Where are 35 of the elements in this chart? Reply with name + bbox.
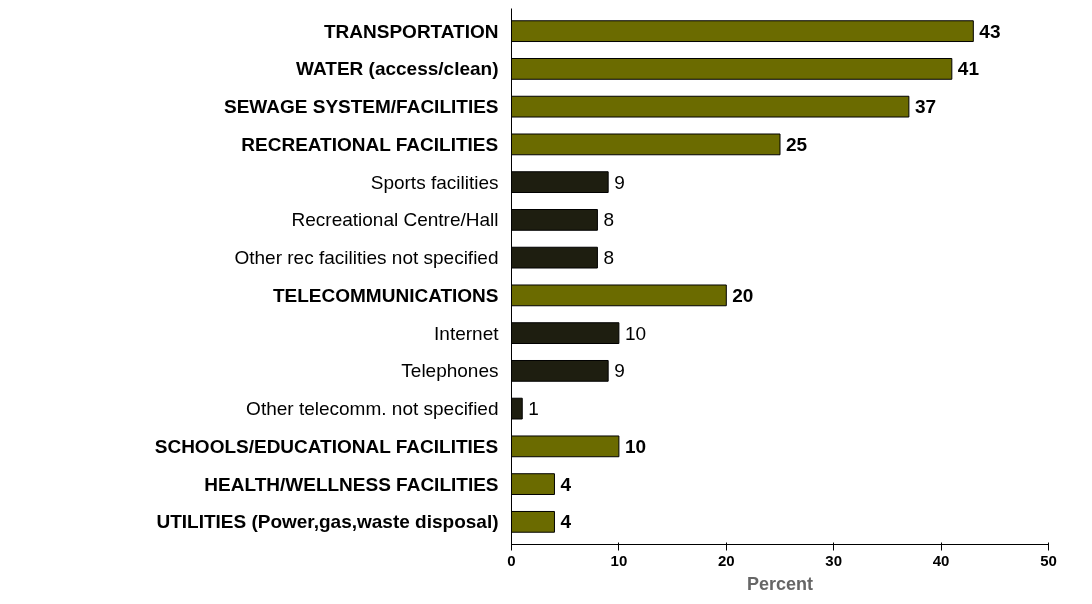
x-tick-label: 30 [825, 551, 843, 569]
data-label: 20 [732, 284, 754, 306]
data-label: 10 [624, 322, 647, 344]
y-tick-label: UTILITIES (Power,gas,waste disposal) [156, 511, 499, 533]
y-tick-label: Internet [434, 322, 500, 344]
data-label: 25 [786, 133, 808, 155]
y-tick-label: WATER (access/clean) [296, 58, 499, 80]
data-label: 8 [603, 209, 614, 231]
data-label: 9 [614, 360, 625, 382]
x-tick-label: 10 [610, 551, 628, 569]
y-tick-label: Sports facilities [370, 171, 499, 193]
y-tick-label: TELECOMMUNICATIONS [272, 284, 499, 306]
y-tick-label: Other telecomm. not specified [246, 398, 499, 420]
data-label: 10 [624, 435, 647, 457]
y-tick-label: HEALTH/WELLNESS FACILITIES [204, 473, 499, 495]
x-tick-label: 20 [717, 551, 735, 569]
y-tick-label: TRANSPORTATION [323, 20, 499, 42]
data-label: 41 [957, 58, 980, 80]
data-label: 1 [528, 398, 539, 420]
data-label: 4 [560, 473, 572, 495]
y-tick-label: Telephones [401, 360, 499, 382]
y-tick-label: Recreational Centre/Hall [291, 209, 499, 231]
x-tick-label: 0 [507, 551, 516, 569]
data-label: 4 [560, 511, 572, 533]
data-label: 9 [614, 171, 625, 193]
y-tick-label: Other rec facilities not specified [234, 247, 499, 269]
x-tick-label: 40 [932, 551, 950, 569]
y-tick-label: SCHOOLS/EDUCATIONAL FACILITIES [154, 435, 499, 457]
x-tick-label: 50 [1040, 551, 1057, 569]
x-axis-title: Percent [746, 573, 814, 594]
y-tick-label: RECREATIONAL FACILITIES [241, 133, 499, 155]
data-label: 43 [979, 20, 1001, 42]
data-label: 8 [603, 247, 614, 269]
y-tick-label: SEWAGE SYSTEM/FACILITIES [224, 96, 499, 118]
data-label: 37 [914, 96, 937, 118]
